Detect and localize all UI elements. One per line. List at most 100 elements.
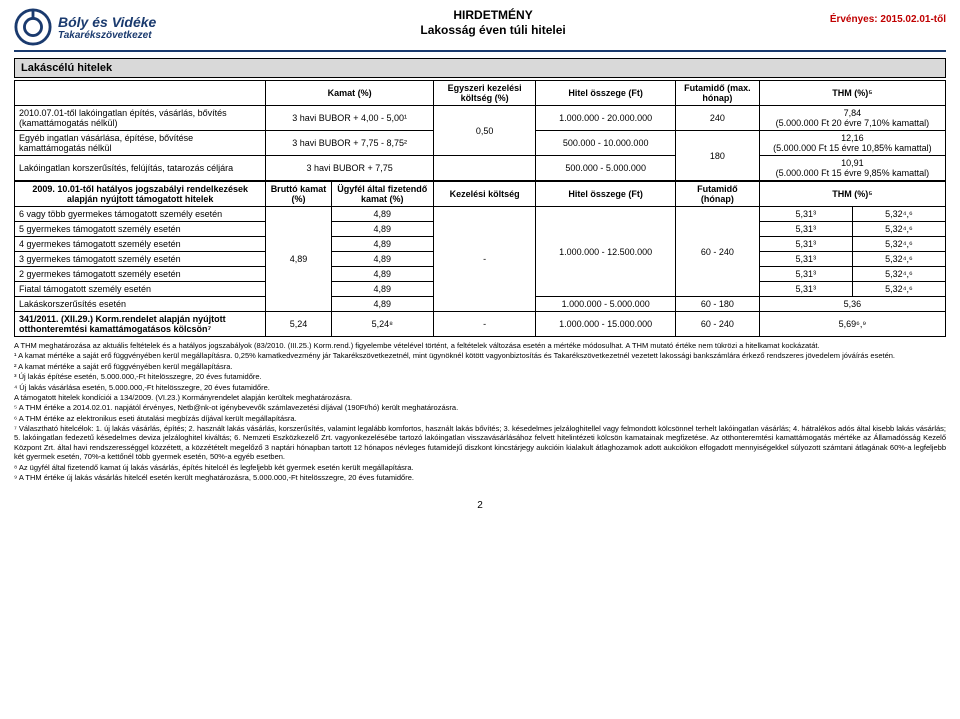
cell: 3 havi BUBOR + 7,75 bbox=[266, 156, 434, 181]
logo-line1: Bóly és Vidéke bbox=[58, 14, 156, 30]
cell: 5,24⁸ bbox=[331, 312, 433, 337]
col: Kamat (%) bbox=[266, 81, 434, 106]
cell: 5,24 bbox=[266, 312, 331, 337]
cell: 5,32⁴,⁶ bbox=[852, 252, 945, 267]
cell: - bbox=[433, 207, 535, 312]
cell: 240 bbox=[675, 106, 759, 131]
cell: 12,16 (5.000.000 Ft 15 évre 10,85% kamat… bbox=[759, 131, 945, 156]
cell: 5,32⁴,⁶ bbox=[852, 207, 945, 222]
footnote: ⁷ Választható hitelcélok: 1. új lakás vá… bbox=[14, 424, 946, 462]
col: Hitel összege (Ft) bbox=[536, 182, 676, 207]
cell: 5,32⁴,⁶ bbox=[852, 282, 945, 297]
cell: 2010.07.01-től lakóingatlan építés, vásá… bbox=[15, 106, 266, 131]
table-1-head: Kamat (%) Egyszeri kezelési költség (%) … bbox=[15, 81, 946, 106]
cell: 4,89 bbox=[331, 222, 433, 237]
col: 2009. 10.01-től hatályos jogszabályi ren… bbox=[15, 182, 266, 207]
footnote: ⁵ A THM értéke a 2014.02.01. napjától ér… bbox=[14, 403, 946, 412]
footnote: A támogatott hitelek kondíciói a 134/200… bbox=[14, 393, 946, 402]
footnote: ¹ A kamat mértéke a saját erő függvényéb… bbox=[14, 351, 946, 360]
col: Ügyfél által fizetendő kamat (%) bbox=[331, 182, 433, 207]
cell: 60 - 180 bbox=[675, 297, 759, 312]
cell bbox=[433, 156, 535, 181]
cell: 4 gyermekes támogatott személy esetén bbox=[15, 237, 266, 252]
cell: 5,31³ bbox=[759, 207, 852, 222]
cell: Lakóingatlan korszerűsítés, felújítás, t… bbox=[15, 156, 266, 181]
cell: 500.000 - 10.000.000 bbox=[536, 131, 676, 156]
cell: 3 havi BUBOR + 7,75 - 8,75² bbox=[266, 131, 434, 156]
cell: 4,89 bbox=[331, 252, 433, 267]
col: Egyszeri kezelési költség (%) bbox=[433, 81, 535, 106]
cell: 60 - 240 bbox=[675, 312, 759, 337]
effective-date: Érvényes: 2015.02.01-től bbox=[830, 8, 946, 25]
cell: 1.000.000 - 5.000.000 bbox=[536, 297, 676, 312]
logo-block: Bóly és Vidéke Takarékszövetkezet bbox=[14, 8, 156, 46]
cell: 5,36 bbox=[759, 297, 945, 312]
cell: - bbox=[433, 312, 535, 337]
cell: 5,32⁴,⁶ bbox=[852, 237, 945, 252]
col: THM (%)⁵ bbox=[759, 182, 945, 207]
cell: Egyéb ingatlan vásárlása, építése, bővít… bbox=[15, 131, 266, 156]
footnote: A THM meghatározása az aktuális feltétel… bbox=[14, 341, 946, 350]
cell: Fiatal támogatott személy esetén bbox=[15, 282, 266, 297]
cell: Lakáskorszerűsítés esetén bbox=[15, 297, 266, 312]
cell: 5,31³ bbox=[759, 222, 852, 237]
cell: 5,32⁴,⁶ bbox=[852, 267, 945, 282]
table-2-head: 2009. 10.01-től hatályos jogszabályi ren… bbox=[15, 182, 946, 207]
cell: 5,31³ bbox=[759, 237, 852, 252]
cell: 500.000 - 5.000.000 bbox=[536, 156, 676, 181]
cell: 5,31³ bbox=[759, 267, 852, 282]
title-line1: HIRDETMÉNY bbox=[156, 8, 830, 23]
cell: 4,89 bbox=[331, 297, 433, 312]
cell: 180 bbox=[675, 131, 759, 181]
logo-line2: Takarékszövetkezet bbox=[58, 30, 156, 41]
cell: 1.000.000 - 20.000.000 bbox=[536, 106, 676, 131]
table-row: Lakóingatlan korszerűsítés, felújítás, t… bbox=[15, 156, 946, 181]
col: Futamidő (hónap) bbox=[675, 182, 759, 207]
section-title: Lakáscélú hitelek bbox=[14, 58, 946, 78]
footnote: ⁹ A THM értéke új lakás vásárlás hitelcé… bbox=[14, 473, 946, 482]
footnote: ³ Új lakás építése esetén, 5.000.000,-Ft… bbox=[14, 372, 946, 381]
cell: 4,89 bbox=[266, 207, 331, 312]
table-row: 341/2011. (XII.29.) Korm.rendelet alapjá… bbox=[15, 312, 946, 337]
header: Bóly és Vidéke Takarékszövetkezet HIRDET… bbox=[14, 8, 946, 52]
cell: 4,89 bbox=[331, 267, 433, 282]
cell: 3 gyermekes támogatott személy esetén bbox=[15, 252, 266, 267]
cell: 0,50 bbox=[433, 106, 535, 156]
cell: 4,89 bbox=[331, 282, 433, 297]
logo-text: Bóly és Vidéke Takarékszövetkezet bbox=[58, 14, 156, 41]
cell: 7,84 (5.000.000 Ft 20 évre 7,10% kamatta… bbox=[759, 106, 945, 131]
cell: 341/2011. (XII.29.) Korm.rendelet alapjá… bbox=[15, 312, 266, 337]
footnote: ² A kamat mértéke a saját erő függvényéb… bbox=[14, 362, 946, 371]
title-line2: Lakosság éven túli hitelei bbox=[156, 23, 830, 38]
page-number: 2 bbox=[14, 500, 946, 511]
col: Bruttó kamat (%) bbox=[266, 182, 331, 207]
cell: 4,89 bbox=[331, 237, 433, 252]
table-1: Kamat (%) Egyszeri kezelési költség (%) … bbox=[14, 80, 946, 181]
footnote: ⁶ A THM értéke az elektronikus eseti átu… bbox=[14, 414, 946, 423]
table-row: 6 vagy több gyermekes támogatott személy… bbox=[15, 207, 946, 222]
col: THM (%)⁵ bbox=[759, 81, 945, 106]
cell: 5 gyermekes támogatott személy esetén bbox=[15, 222, 266, 237]
logo-icon bbox=[14, 8, 52, 46]
footnote: ⁴ Új lakás vásárlása esetén, 5.000.000,-… bbox=[14, 383, 946, 392]
cell: 3 havi BUBOR + 4,00 - 5,00¹ bbox=[266, 106, 434, 131]
cell: 6 vagy több gyermekes támogatott személy… bbox=[15, 207, 266, 222]
col: Hitel összege (Ft) bbox=[536, 81, 676, 106]
cell: 2 gyermekes támogatott személy esetén bbox=[15, 267, 266, 282]
cell: 5,31³ bbox=[759, 282, 852, 297]
col: Futamidő (max. hónap) bbox=[675, 81, 759, 106]
cell: 60 - 240 bbox=[675, 207, 759, 297]
footnote: ⁸ Az ügyfél által fizetendő kamat új lak… bbox=[14, 463, 946, 472]
cell: 4,89 bbox=[331, 207, 433, 222]
col: Kezelési költség bbox=[433, 182, 535, 207]
table-2: 2009. 10.01-től hatályos jogszabályi ren… bbox=[14, 181, 946, 337]
footnotes: A THM meghatározása az aktuális feltétel… bbox=[14, 341, 946, 482]
cell: 5,69⁶,⁹ bbox=[759, 312, 945, 337]
page-title: HIRDETMÉNY Lakosság éven túli hitelei bbox=[156, 8, 830, 38]
cell: 1.000.000 - 12.500.000 bbox=[536, 207, 676, 297]
col bbox=[15, 81, 266, 106]
cell: 5,31³ bbox=[759, 252, 852, 267]
cell: 10,91 (5.000.000 Ft 15 évre 9,85% kamatt… bbox=[759, 156, 945, 181]
table-row: 2010.07.01-től lakóingatlan építés, vásá… bbox=[15, 106, 946, 131]
cell: 5,32⁴,⁶ bbox=[852, 222, 945, 237]
